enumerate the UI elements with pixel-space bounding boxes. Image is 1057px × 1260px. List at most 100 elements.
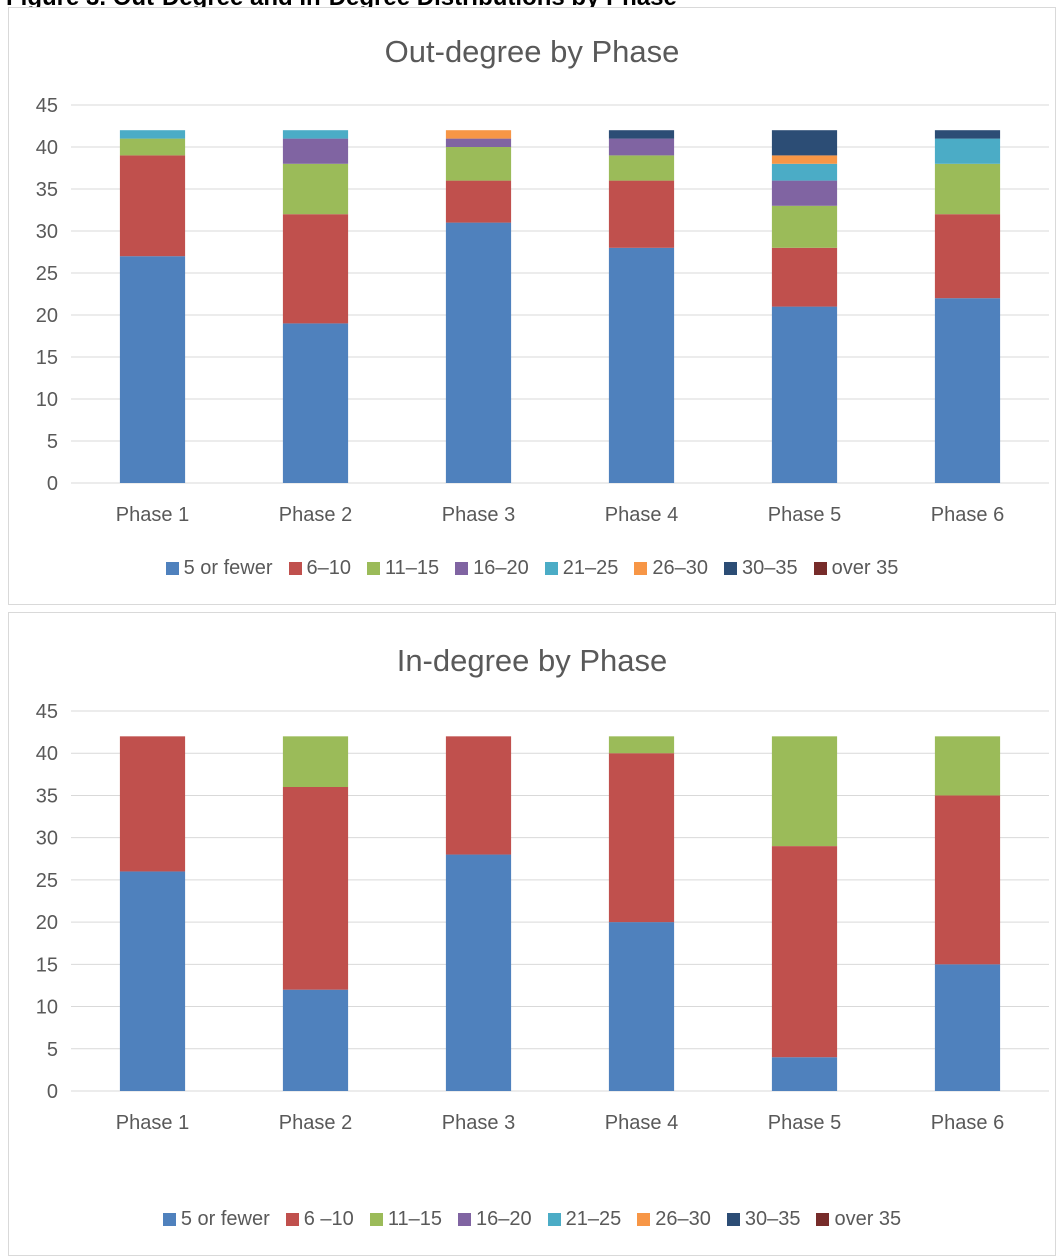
y-tick-label: 10: [36, 997, 58, 1019]
bar-segment: [934, 736, 1001, 796]
in-degree-chart-panel: In-degree by Phase 0 5 10 15 20 25 30 35 40 45 Pha…: [8, 612, 1056, 1256]
y-tick-label: 5: [47, 1039, 58, 1061]
bar-segment: [608, 736, 675, 754]
y-tick-label: 25: [36, 263, 58, 285]
bar-segment: [119, 155, 186, 257]
bar-segment: [934, 214, 1001, 299]
legend-swatch: [367, 562, 381, 575]
bar-segment: [934, 795, 1001, 965]
legend-swatch: [165, 562, 179, 575]
bar-segment: [445, 854, 512, 1091]
bar-segment: [771, 736, 838, 847]
legend-swatch: [455, 562, 469, 575]
bar-segment: [934, 964, 1001, 1091]
legend-swatch: [285, 1213, 299, 1226]
bar-segment: [282, 787, 349, 990]
y-tick-label: 25: [36, 870, 58, 892]
legend-item: 30–35: [726, 1208, 801, 1231]
legend-label: 6 –10: [303, 1208, 354, 1230]
legend-label: 30–35: [742, 557, 798, 579]
bar-segment: [934, 138, 1001, 164]
legend-label: 11–15: [387, 1208, 442, 1230]
x-tick-label: Phase 2: [279, 1112, 352, 1134]
legend-item: 5 or fewer: [165, 557, 273, 580]
legend-item: 26–30: [637, 1208, 711, 1231]
bar-segment: [771, 205, 838, 248]
y-tick-label: 20: [36, 305, 58, 327]
x-tick-label: Phase 5: [768, 1112, 841, 1134]
bar-segment: [771, 846, 838, 1058]
legend-swatch: [724, 562, 738, 575]
bar-segment: [445, 147, 512, 181]
legend-item: 16–20: [457, 1208, 532, 1231]
legend-swatch: [813, 562, 827, 575]
legend-label: 16–20: [475, 1208, 532, 1230]
y-tick-label: 45: [36, 701, 58, 723]
page-heading: Figure 3. Out-Degree and In-Degree Distr…: [6, 0, 1056, 8]
y-tick-label: 15: [36, 954, 58, 976]
x-tick-label: Phase 1: [116, 504, 189, 526]
bar-segment: [445, 736, 512, 855]
legend-swatch: [637, 1213, 651, 1226]
legend-item: 21–25: [544, 557, 619, 580]
x-tick-label: Phase 4: [605, 1112, 678, 1134]
legend-item: 21–25: [547, 1208, 622, 1231]
chart-title: Out-degree by Phase: [384, 34, 680, 69]
bar-segment: [771, 180, 838, 206]
bar-segment: [608, 138, 675, 156]
bar-segment: [934, 298, 1001, 483]
y-tick-label: 0: [47, 473, 58, 495]
y-tick-label: 5: [47, 431, 58, 453]
legend-swatch: [634, 562, 648, 575]
legend-label: 21–25: [565, 1208, 622, 1230]
out-degree-legend: 5 or fewer 6–10 11–15 16–20 21–25 26–30 30–35 o…: [9, 557, 1055, 580]
y-tick-label: 20: [36, 912, 58, 934]
bar-segment: [119, 736, 186, 872]
y-tick-label: 15: [36, 347, 58, 369]
y-tick-label: 35: [36, 179, 58, 201]
legend-label: 5 or fewer: [180, 1208, 270, 1230]
x-tick-label: Phase 3: [442, 504, 515, 526]
bar-segment: [282, 214, 349, 324]
bar-segment: [771, 1057, 838, 1091]
x-tick-label: Phase 2: [279, 504, 352, 526]
x-tick-label: Phase 5: [768, 504, 841, 526]
y-tick-label: 0: [47, 1081, 58, 1103]
bar-segment: [771, 163, 838, 181]
bar-segment: [119, 871, 186, 1091]
in-degree-legend: 5 or fewer 6 –10 11–15 16–20 21–25 26–30 30–35…: [9, 1208, 1055, 1231]
chart-title: In-degree by Phase: [396, 643, 668, 678]
y-tick-label: 10: [36, 389, 58, 411]
y-tick-label: 40: [36, 137, 58, 159]
out-degree-plot-area: 0 5 10 15 20 25 30 35 40 45 Phase 1 Phase 2 Phase 3 P…: [36, 95, 1049, 526]
y-tick-label: 35: [36, 785, 58, 807]
bar-segment: [608, 130, 675, 139]
bar-segment: [934, 130, 1001, 139]
bar-segment: [445, 130, 512, 139]
legend-item: over 35: [816, 1208, 901, 1231]
legend-label: 5 or fewer: [183, 557, 273, 579]
bar-segment: [771, 130, 838, 156]
legend-item: 6–10: [288, 557, 351, 580]
bar-segment: [608, 155, 675, 181]
y-tick-label: 30: [36, 828, 58, 850]
bar-segment: [771, 306, 838, 483]
legend-label: 21–25: [562, 557, 619, 579]
bar-segment: [282, 138, 349, 164]
x-tick-label: Phase 4: [605, 504, 678, 526]
legend-label: 16–20: [473, 557, 529, 579]
legend-item: 30–35: [724, 557, 798, 580]
bar-segment: [771, 155, 838, 164]
legend-swatch: [457, 1213, 471, 1226]
legend-item: 26–30: [634, 557, 708, 580]
x-tick-label: Phase 6: [931, 504, 1004, 526]
x-tick-label: Phase 1: [116, 1112, 189, 1134]
bar-segment: [282, 989, 349, 1091]
bar-segment: [608, 180, 675, 248]
legend-label: 30–35: [744, 1208, 801, 1230]
legend-item: over 35: [813, 557, 898, 580]
bar-segment: [282, 736, 349, 787]
legend-label: over 35: [834, 1208, 902, 1230]
bar-segment: [608, 922, 675, 1091]
bar-segment: [119, 130, 186, 139]
